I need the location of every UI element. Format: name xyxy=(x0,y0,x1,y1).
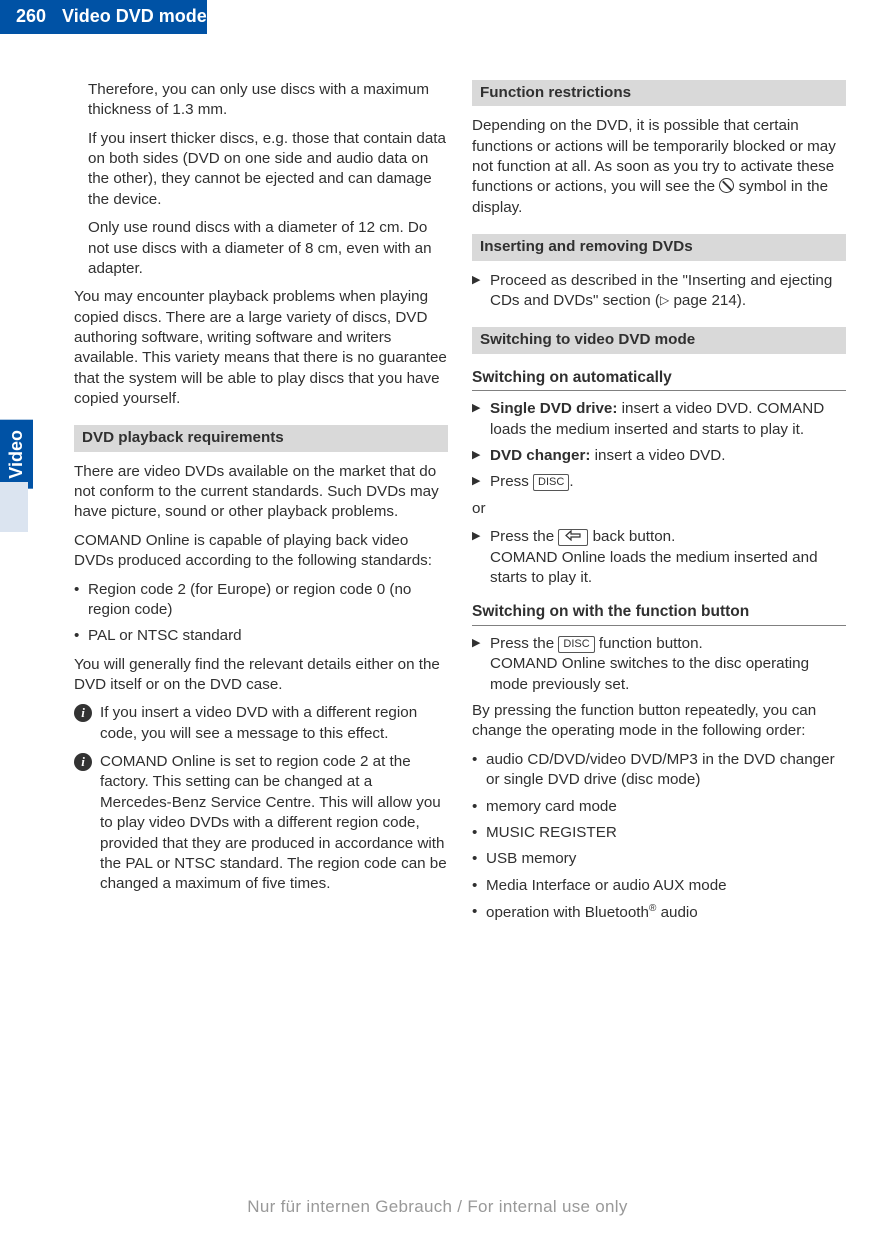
list-item: USB memory xyxy=(472,849,846,869)
list-item: audio CD/DVD/video DVD/MP3 in the DVD ch… xyxy=(472,750,846,791)
step-item: Press the back button. COMAND Online loa… xyxy=(472,527,846,588)
step-item: Single DVD drive: insert a video DVD. CO… xyxy=(472,399,846,440)
disc-button-key: DISC xyxy=(558,636,594,653)
footer-watermark: Nur für internen Gebrauch / For internal… xyxy=(0,1197,875,1217)
page: 260 Video DVD mode Video Therefore, you … xyxy=(0,0,875,1241)
content-columns: Therefore, you can only use discs with a… xyxy=(0,34,875,931)
text-fragment: COMAND Online switches to the disc opera… xyxy=(490,654,846,695)
text-fragment: . xyxy=(569,473,573,490)
step-item: Press DISC. xyxy=(472,472,846,492)
triangle-icon: ▷ xyxy=(660,293,669,307)
page-number: 260 xyxy=(0,0,56,34)
body-text: Depending on the DVD, it is possible tha… xyxy=(472,116,846,218)
text-fragment: insert a video DVD. xyxy=(590,447,725,464)
section-heading-switching-mode: Switching to video DVD mode xyxy=(472,327,846,353)
body-text: Only use round discs with a diameter of … xyxy=(74,218,448,279)
section-heading-dvd-playback: DVD playback requirements xyxy=(74,425,448,451)
right-column: Function restrictions Depending on the D… xyxy=(472,80,846,931)
body-text: You may encounter playback problems when… xyxy=(74,287,448,409)
subheading-function-button: Switching on with the function button xyxy=(472,602,846,626)
body-text: Therefore, you can only use discs with a… xyxy=(74,80,448,121)
body-text: If you insert thicker discs, e.g. those … xyxy=(74,129,448,210)
subheading-auto: Switching on automatically xyxy=(472,368,846,392)
body-text: By pressing the function button repeated… xyxy=(472,701,846,742)
text-fragment: Press the xyxy=(490,528,558,545)
body-text: COMAND Online is capable of playing back… xyxy=(74,531,448,572)
list-item: operation with Bluetooth® audio xyxy=(472,902,846,923)
list-item: Region code 2 (for Europe) or region cod… xyxy=(74,580,448,621)
info-note: COMAND Online is set to region code 2 at… xyxy=(74,752,448,895)
list-item: Media Interface or audio AUX mode xyxy=(472,876,846,896)
page-header: 260 Video DVD mode xyxy=(0,0,875,34)
back-button-key xyxy=(558,529,588,546)
step-lead: Single DVD drive: xyxy=(490,400,617,417)
text-fragment: audio xyxy=(656,904,697,921)
step-lead: DVD changer: xyxy=(490,447,590,464)
bullet-list: Region code 2 (for Europe) or region cod… xyxy=(74,580,448,647)
prohibited-icon xyxy=(719,178,734,193)
side-tab-spacer xyxy=(0,482,28,532)
list-item: PAL or NTSC standard xyxy=(74,626,448,646)
body-text: You will generally find the relevant det… xyxy=(74,655,448,696)
info-note: If you insert a video DVD with a differe… xyxy=(74,703,448,744)
left-column: Therefore, you can only use discs with a… xyxy=(74,80,448,931)
section-heading-function-restrictions: Function restrictions xyxy=(472,80,846,106)
section-heading-inserting-removing: Inserting and removing DVDs xyxy=(472,234,846,260)
text-fragment: function button. xyxy=(595,635,703,652)
text-fragment: COMAND Online loads the medium inserted … xyxy=(490,548,846,589)
body-text: There are video DVDs available on the ma… xyxy=(74,462,448,523)
page-title: Video DVD mode xyxy=(56,0,207,34)
text-fragment: back button. xyxy=(588,528,675,545)
step-item: Press the DISC function button. COMAND O… xyxy=(472,634,846,695)
list-item: memory card mode xyxy=(472,797,846,817)
list-item: MUSIC REGISTER xyxy=(472,823,846,843)
text-fragment: operation with Bluetooth xyxy=(486,904,649,921)
bullet-list: audio CD/DVD/video DVD/MP3 in the DVD ch… xyxy=(472,750,846,924)
or-text: or xyxy=(472,499,846,519)
disc-button-key: DISC xyxy=(533,474,569,491)
step-item: Proceed as described in the "Inserting a… xyxy=(472,271,846,312)
text-fragment: Press xyxy=(490,473,533,490)
text-fragment: Press the xyxy=(490,635,558,652)
step-item: DVD changer: insert a video DVD. xyxy=(472,446,846,466)
text-fragment: page 214). xyxy=(669,292,746,309)
side-tab-video: Video xyxy=(0,420,33,489)
